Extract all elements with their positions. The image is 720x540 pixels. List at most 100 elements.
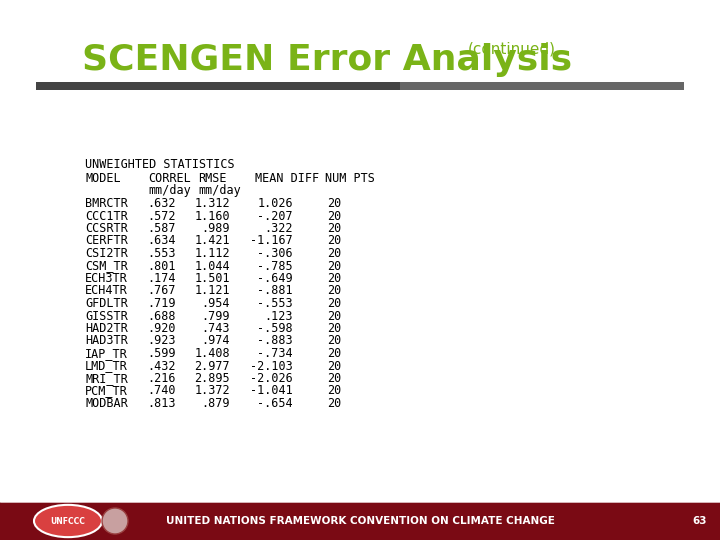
Text: GISSTR: GISSTR — [85, 309, 127, 322]
Text: 20: 20 — [327, 372, 341, 385]
Ellipse shape — [34, 505, 102, 537]
Text: HAD2TR: HAD2TR — [85, 322, 127, 335]
Text: 20: 20 — [327, 234, 341, 247]
Text: -1.167: -1.167 — [251, 234, 293, 247]
Text: .974: .974 — [202, 334, 230, 348]
Text: IAP_TR: IAP_TR — [85, 347, 127, 360]
Text: -2.026: -2.026 — [251, 372, 293, 385]
Text: .799: .799 — [202, 309, 230, 322]
Text: .743: .743 — [202, 322, 230, 335]
Text: .123: .123 — [264, 309, 293, 322]
Text: LMD_TR: LMD_TR — [85, 360, 127, 373]
Text: ECH4TR: ECH4TR — [85, 285, 127, 298]
Text: -.883: -.883 — [257, 334, 293, 348]
Text: 1.501: 1.501 — [194, 272, 230, 285]
Text: 20: 20 — [327, 347, 341, 360]
Text: 1.160: 1.160 — [194, 210, 230, 222]
Text: -.785: -.785 — [257, 260, 293, 273]
Text: .813: .813 — [148, 397, 176, 410]
Text: .989: .989 — [202, 222, 230, 235]
Text: .719: .719 — [148, 297, 176, 310]
Text: CERFTR: CERFTR — [85, 234, 127, 247]
Text: HAD3TR: HAD3TR — [85, 334, 127, 348]
Text: 2.895: 2.895 — [194, 372, 230, 385]
Text: CSI2TR: CSI2TR — [85, 247, 127, 260]
Text: 20: 20 — [327, 384, 341, 397]
Text: .632: .632 — [148, 197, 176, 210]
Text: .553: .553 — [148, 247, 176, 260]
Text: 20: 20 — [327, 260, 341, 273]
Text: 20: 20 — [327, 309, 341, 322]
Text: (continued): (continued) — [468, 41, 556, 56]
Text: 2.977: 2.977 — [194, 360, 230, 373]
Text: .740: .740 — [148, 384, 176, 397]
Text: 20: 20 — [327, 222, 341, 235]
Text: 1.312: 1.312 — [194, 197, 230, 210]
Text: ECH3TR: ECH3TR — [85, 272, 127, 285]
Text: UNFCCC: UNFCCC — [50, 516, 86, 525]
Text: GFDLTR: GFDLTR — [85, 297, 127, 310]
Text: CSM_TR: CSM_TR — [85, 260, 127, 273]
Text: -.306: -.306 — [257, 247, 293, 260]
Text: UNITED NATIONS FRAMEWORK CONVENTION ON CLIMATE CHANGE: UNITED NATIONS FRAMEWORK CONVENTION ON C… — [166, 516, 554, 526]
Text: 20: 20 — [327, 360, 341, 373]
Text: RMSE: RMSE — [198, 172, 227, 185]
Text: 20: 20 — [327, 297, 341, 310]
Text: MRI_TR: MRI_TR — [85, 372, 127, 385]
Text: .634: .634 — [148, 234, 176, 247]
Text: .599: .599 — [148, 347, 176, 360]
Text: -.553: -.553 — [257, 297, 293, 310]
Text: 63: 63 — [693, 516, 707, 526]
Text: .954: .954 — [202, 297, 230, 310]
Circle shape — [102, 508, 128, 534]
Text: .688: .688 — [148, 309, 176, 322]
Text: .432: .432 — [148, 360, 176, 373]
Text: 20: 20 — [327, 334, 341, 348]
Text: UNWEIGHTED STATISTICS: UNWEIGHTED STATISTICS — [85, 158, 235, 171]
Text: .572: .572 — [148, 210, 176, 222]
Text: SCENGEN Error Analysis: SCENGEN Error Analysis — [82, 43, 572, 77]
Text: CCSRTR: CCSRTR — [85, 222, 127, 235]
Text: 20: 20 — [327, 197, 341, 210]
Text: 1.044: 1.044 — [194, 260, 230, 273]
Text: .879: .879 — [202, 397, 230, 410]
Text: .322: .322 — [264, 222, 293, 235]
Text: 1.121: 1.121 — [194, 285, 230, 298]
Text: mm/day: mm/day — [148, 184, 191, 197]
Text: 1.421: 1.421 — [194, 234, 230, 247]
Text: 20: 20 — [327, 272, 341, 285]
Text: -.881: -.881 — [257, 285, 293, 298]
Text: 1.408: 1.408 — [194, 347, 230, 360]
Text: -.734: -.734 — [257, 347, 293, 360]
Text: 20: 20 — [327, 210, 341, 222]
Text: 20: 20 — [327, 322, 341, 335]
Text: -.207: -.207 — [257, 210, 293, 222]
Text: -.598: -.598 — [257, 322, 293, 335]
Bar — [36, 82, 684, 90]
Text: CORREL: CORREL — [148, 172, 191, 185]
Text: 1.112: 1.112 — [194, 247, 230, 260]
Text: -.649: -.649 — [257, 272, 293, 285]
Text: MODEL: MODEL — [85, 172, 121, 185]
Text: 20: 20 — [327, 397, 341, 410]
Text: CCC1TR: CCC1TR — [85, 210, 127, 222]
Text: .587: .587 — [148, 222, 176, 235]
Text: 1.026: 1.026 — [257, 197, 293, 210]
Text: .174: .174 — [148, 272, 176, 285]
Text: -.654: -.654 — [257, 397, 293, 410]
Text: NUM PTS: NUM PTS — [325, 172, 375, 185]
Bar — [0, 502, 720, 540]
Text: 20: 20 — [327, 285, 341, 298]
Text: .923: .923 — [148, 334, 176, 348]
Text: mm/day: mm/day — [198, 184, 240, 197]
Text: .801: .801 — [148, 260, 176, 273]
Text: BMRCTR: BMRCTR — [85, 197, 127, 210]
Text: MODBAR: MODBAR — [85, 397, 127, 410]
Text: -1.041: -1.041 — [251, 384, 293, 397]
Bar — [400, 82, 684, 90]
Text: .216: .216 — [148, 372, 176, 385]
Text: MEAN DIFF: MEAN DIFF — [255, 172, 319, 185]
Text: .767: .767 — [148, 285, 176, 298]
Text: -2.103: -2.103 — [251, 360, 293, 373]
Text: 20: 20 — [327, 247, 341, 260]
